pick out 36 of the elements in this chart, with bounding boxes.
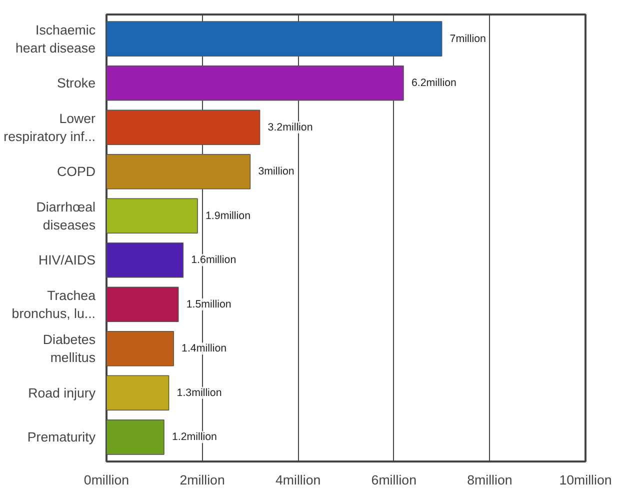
bar [106, 420, 164, 455]
data-label: 1.9million [206, 210, 251, 222]
y-tick-label: Stroke [56, 76, 96, 91]
y-tick-label: HIV/AIDS [38, 252, 96, 268]
y-tick-label: Trachea bronchus, lu... [12, 288, 96, 321]
x-tick-label: 8million [467, 472, 512, 488]
data-label: 1.5million [186, 298, 232, 310]
data-label: 1.6million [191, 254, 236, 266]
bar [106, 65, 404, 101]
bar [106, 154, 251, 190]
y-tick-label: Road injury [28, 385, 96, 400]
x-tick-label: 4million [276, 472, 321, 488]
data-label: 3million [258, 166, 294, 178]
data-label: 7million [450, 32, 486, 45]
bar [106, 286, 179, 322]
bar [106, 375, 170, 411]
data-label: 1.2million [172, 431, 218, 444]
data-label: 6.2million [411, 77, 457, 90]
data-label: 1.4million [182, 342, 227, 355]
bar [106, 21, 442, 56]
y-tick-label: COPD [56, 164, 96, 180]
bar [106, 110, 260, 146]
x-tick-label: 10million [559, 472, 612, 488]
data-label: 1.3million [176, 386, 222, 399]
x-tick-label: 2million [180, 472, 225, 488]
y-tick-label: Diarrhœal diseases [36, 199, 96, 232]
y-tick-label: Diabetes mellitus [42, 332, 96, 366]
x-tick-label: 0million [84, 472, 130, 488]
x-tick-label: 6million [371, 472, 416, 488]
y-tick-label: Lower respiratory inf... [4, 110, 96, 144]
bar [106, 242, 184, 278]
bar [106, 330, 174, 366]
y-tick-label: Ischaemic heart disease [15, 22, 96, 56]
bar [106, 198, 198, 234]
data-label: 3.2million [268, 121, 313, 134]
y-tick-label: Prematurity [27, 430, 96, 445]
